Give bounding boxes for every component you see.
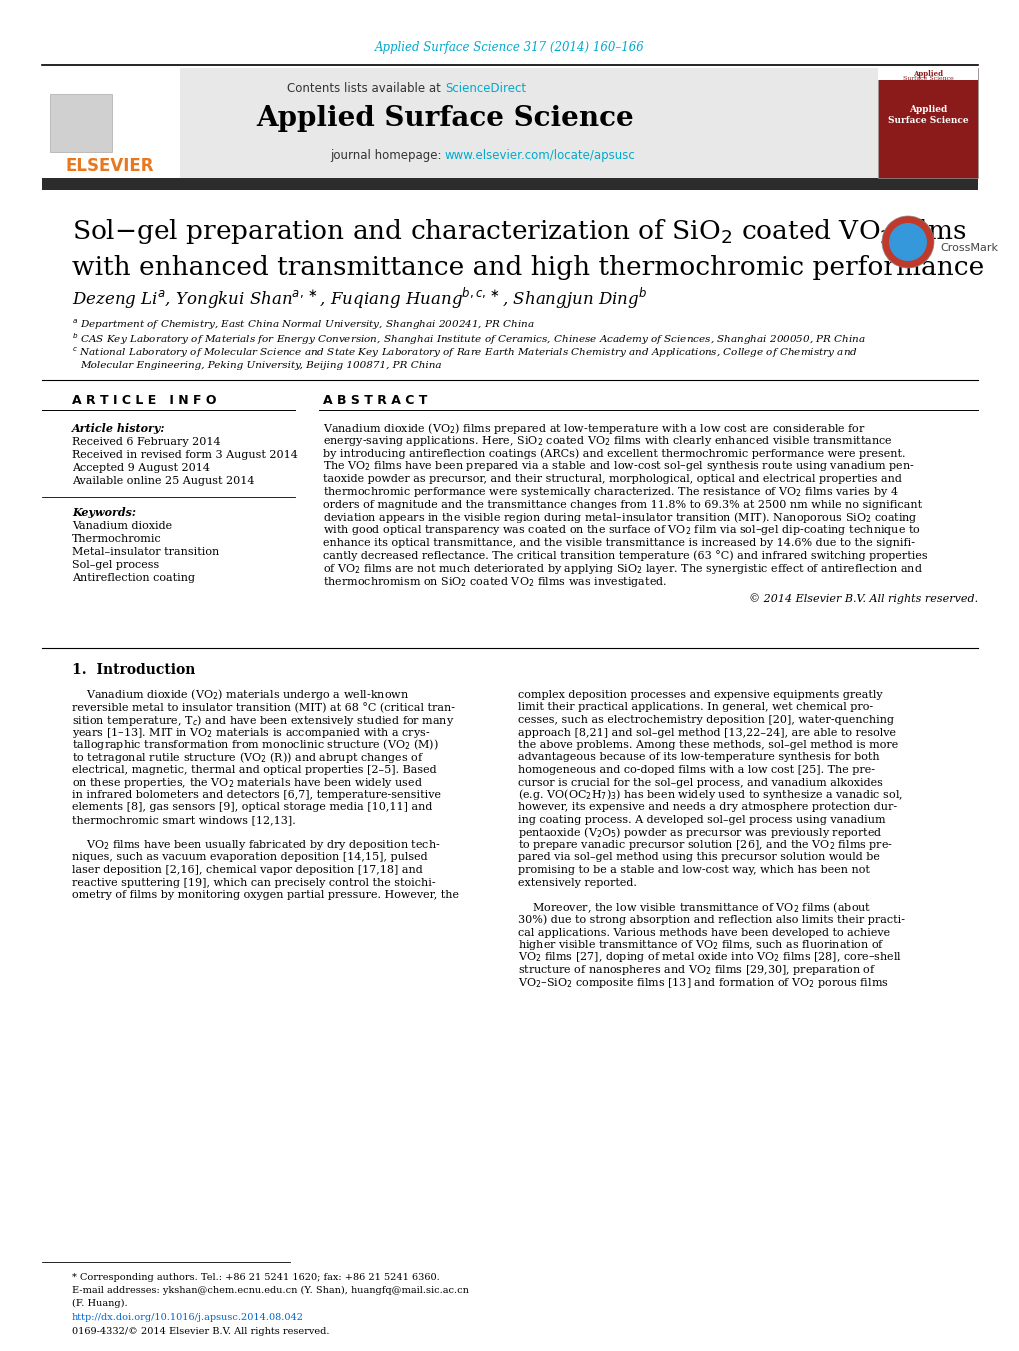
Text: Applied Surface Science 317 (2014) 160–166: Applied Surface Science 317 (2014) 160–1… bbox=[375, 42, 644, 54]
Text: the above problems. Among these methods, sol–gel method is more: the above problems. Among these methods,… bbox=[518, 740, 898, 750]
Text: VO$_2$ films [27], doping of metal oxide into VO$_2$ films [28], core–shell: VO$_2$ films [27], doping of metal oxide… bbox=[518, 951, 901, 965]
Text: structure of nanospheres and VO$_2$ films [29,30], preparation of: structure of nanospheres and VO$_2$ film… bbox=[518, 963, 875, 977]
Text: advantageous because of its low-temperature synthesis for both: advantageous because of its low-temperat… bbox=[518, 753, 878, 762]
Text: pared via sol–gel method using this precursor solution would be: pared via sol–gel method using this prec… bbox=[518, 852, 879, 862]
Text: 0169-4332/© 2014 Elsevier B.V. All rights reserved.: 0169-4332/© 2014 Elsevier B.V. All right… bbox=[72, 1327, 329, 1336]
Text: Dezeng Li$^a$, Yongkui Shan$^{a,\ast}$, Fuqiang Huang$^{b,c,\ast}$, Shangjun Din: Dezeng Li$^a$, Yongkui Shan$^{a,\ast}$, … bbox=[72, 285, 646, 311]
Text: niques, such as vacuum evaporation deposition [14,15], pulsed: niques, such as vacuum evaporation depos… bbox=[72, 852, 427, 862]
Text: energy-saving applications. Here, SiO$_2$ coated VO$_2$ films with clearly enhan: energy-saving applications. Here, SiO$_2… bbox=[323, 434, 892, 447]
Text: A B S T R A C T: A B S T R A C T bbox=[323, 393, 427, 407]
Text: on these properties, the VO$_2$ materials have been widely used: on these properties, the VO$_2$ material… bbox=[72, 775, 423, 789]
Text: of VO$_2$ films are not much deteriorated by applying SiO$_2$ layer. The synergi: of VO$_2$ films are not much deteriorate… bbox=[323, 562, 922, 576]
Text: cal applications. Various methods have been developed to achieve: cal applications. Various methods have b… bbox=[518, 928, 890, 938]
Text: cesses, such as electrochemistry deposition [20], water-quenching: cesses, such as electrochemistry deposit… bbox=[518, 715, 893, 725]
Text: $^c$ National Laboratory of Molecular Science and State Key Laboratory of Rare E: $^c$ National Laboratory of Molecular Sc… bbox=[72, 346, 857, 361]
Text: approach [8,21] and sol–gel method [13,22–24], are able to resolve: approach [8,21] and sol–gel method [13,2… bbox=[518, 727, 895, 738]
Text: cursor is crucial for the sol–gel process, and vanadium alkoxides: cursor is crucial for the sol–gel proces… bbox=[518, 777, 882, 788]
Text: orders of magnitude and the transmittance changes from 11.8% to 69.3% at 2500 nm: orders of magnitude and the transmittanc… bbox=[323, 500, 921, 509]
Text: 1.  Introduction: 1. Introduction bbox=[72, 663, 196, 677]
Text: www.elsevier.com/locate/apsusc: www.elsevier.com/locate/apsusc bbox=[444, 149, 635, 162]
Text: taoxide powder as precursor, and their structural, morphological, optical and el: taoxide powder as precursor, and their s… bbox=[323, 474, 901, 484]
Text: ELSEVIER: ELSEVIER bbox=[65, 157, 154, 176]
Text: Accepted 9 August 2014: Accepted 9 August 2014 bbox=[72, 463, 210, 473]
Text: by introducing antireflection coatings (ARCs) and excellent thermochromic perfor: by introducing antireflection coatings (… bbox=[323, 449, 905, 459]
Text: thermochromic performance were systemically characterized. The resistance of VO$: thermochromic performance were systemica… bbox=[323, 485, 898, 499]
Text: * Corresponding authors. Tel.: +86 21 5241 1620; fax: +86 21 5241 6360.: * Corresponding authors. Tel.: +86 21 52… bbox=[72, 1273, 439, 1282]
Text: Vanadium dioxide: Vanadium dioxide bbox=[72, 521, 172, 531]
Text: Vanadium dioxide (VO$_2$) films prepared at low-temperature with a low cost are : Vanadium dioxide (VO$_2$) films prepared… bbox=[323, 420, 865, 435]
Text: Applied
Surface Science: Applied Surface Science bbox=[887, 104, 967, 126]
Text: Vanadium dioxide (VO$_2$) materials undergo a well-known: Vanadium dioxide (VO$_2$) materials unde… bbox=[72, 688, 409, 703]
Text: sition temperature, T$_c$) and have been extensively studied for many: sition temperature, T$_c$) and have been… bbox=[72, 712, 453, 727]
Bar bbox=[42, 68, 179, 178]
Text: homogeneous and co-doped films with a low cost [25]. The pre-: homogeneous and co-doped films with a lo… bbox=[518, 765, 874, 775]
Text: Article history:: Article history: bbox=[72, 423, 165, 434]
Text: Surface Science: Surface Science bbox=[902, 77, 953, 81]
Text: electrical, magnetic, thermal and optical properties [2–5]. Based: electrical, magnetic, thermal and optica… bbox=[72, 765, 436, 775]
Text: ometry of films by monitoring oxygen partial pressure. However, the: ometry of films by monitoring oxygen par… bbox=[72, 890, 459, 900]
Text: journal homepage:: journal homepage: bbox=[329, 149, 444, 162]
Text: higher visible transmittance of VO$_2$ films, such as fluorination of: higher visible transmittance of VO$_2$ f… bbox=[518, 938, 883, 952]
Text: Available online 25 August 2014: Available online 25 August 2014 bbox=[72, 476, 255, 486]
Text: enhance its optical transmittance, and the visible transmittance is increased by: enhance its optical transmittance, and t… bbox=[323, 538, 914, 549]
Text: 30%) due to strong absorption and reflection also limits their practi-: 30%) due to strong absorption and reflec… bbox=[518, 915, 904, 925]
Text: in infrared bolometers and detectors [6,7], temperature-sensitive: in infrared bolometers and detectors [6,… bbox=[72, 790, 440, 800]
Text: extensively reported.: extensively reported. bbox=[518, 878, 636, 888]
Text: Thermochromic: Thermochromic bbox=[72, 534, 162, 544]
Text: thermochromism on SiO$_2$ coated VO$_2$ films was investigated.: thermochromism on SiO$_2$ coated VO$_2$ … bbox=[323, 574, 666, 589]
Text: $^b$ CAS Key Laboratory of Materials for Energy Conversion, Shanghai Institute o: $^b$ CAS Key Laboratory of Materials for… bbox=[72, 331, 865, 347]
Text: Antireflection coating: Antireflection coating bbox=[72, 573, 195, 584]
Text: promising to be a stable and low-cost way, which has been not: promising to be a stable and low-cost wa… bbox=[518, 865, 869, 875]
Text: ScienceDirect: ScienceDirect bbox=[444, 81, 526, 95]
Text: Metal–insulator transition: Metal–insulator transition bbox=[72, 547, 219, 557]
Text: Sol–gel process: Sol–gel process bbox=[72, 561, 159, 570]
Text: with good optical transparency was coated on the surface of VO$_2$ film via sol–: with good optical transparency was coate… bbox=[323, 523, 920, 538]
Text: thermochromic smart windows [12,13].: thermochromic smart windows [12,13]. bbox=[72, 815, 296, 825]
Text: VO$_2$–SiO$_2$ composite films [13] and formation of VO$_2$ porous films: VO$_2$–SiO$_2$ composite films [13] and … bbox=[518, 975, 888, 989]
Text: A R T I C L E   I N F O: A R T I C L E I N F O bbox=[72, 393, 216, 407]
Text: CrossMark: CrossMark bbox=[940, 243, 997, 253]
Text: elements [8], gas sensors [9], optical storage media [10,11] and: elements [8], gas sensors [9], optical s… bbox=[72, 802, 432, 812]
Text: tallographic transformation from monoclinic structure (VO$_2$ (M)): tallographic transformation from monocli… bbox=[72, 738, 438, 753]
Text: reactive sputtering [19], which can precisely control the stoichi-: reactive sputtering [19], which can prec… bbox=[72, 878, 435, 888]
Text: VO$_2$ films have been usually fabricated by dry deposition tech-: VO$_2$ films have been usually fabricate… bbox=[72, 838, 440, 852]
Bar bbox=[42, 68, 877, 178]
Bar bbox=[877, 68, 977, 178]
Text: Received 6 February 2014: Received 6 February 2014 bbox=[72, 436, 220, 447]
Text: years [1–13]. MIT in VO$_2$ materials is accompanied with a crys-: years [1–13]. MIT in VO$_2$ materials is… bbox=[72, 725, 430, 739]
Text: Applied Surface Science: Applied Surface Science bbox=[256, 104, 633, 131]
Bar bbox=[877, 68, 977, 80]
Text: deviation appears in the visible region during metal–insulator transition (MIT).: deviation appears in the visible region … bbox=[323, 511, 917, 526]
Text: http://dx.doi.org/10.1016/j.apsusc.2014.08.042: http://dx.doi.org/10.1016/j.apsusc.2014.… bbox=[72, 1313, 304, 1323]
Text: laser deposition [2,16], chemical vapor deposition [17,18] and: laser deposition [2,16], chemical vapor … bbox=[72, 865, 422, 875]
Text: to prepare vanadic precursor solution [26], and the VO$_2$ films pre-: to prepare vanadic precursor solution [2… bbox=[518, 838, 893, 852]
Text: pentaoxide (V$_2$O$_5$) powder as precursor was previously reported: pentaoxide (V$_2$O$_5$) powder as precur… bbox=[518, 825, 881, 840]
Text: Contents lists available at: Contents lists available at bbox=[287, 81, 444, 95]
Text: complex deposition processes and expensive equipments greatly: complex deposition processes and expensi… bbox=[518, 690, 881, 700]
Text: reversible metal to insulator transition (MIT) at 68 °C (critical tran-: reversible metal to insulator transition… bbox=[72, 703, 454, 713]
Bar bbox=[42, 178, 977, 190]
Text: E-mail addresses: ykshan@chem.ecnu.edu.cn (Y. Shan), huangfq@mail.sic.ac.cn: E-mail addresses: ykshan@chem.ecnu.edu.c… bbox=[72, 1285, 469, 1294]
Text: with enhanced transmittance and high thermochromic performance: with enhanced transmittance and high the… bbox=[72, 255, 983, 281]
Text: ing coating process. A developed sol–gel process using vanadium: ing coating process. A developed sol–gel… bbox=[518, 815, 884, 825]
Text: Sol$-$gel preparation and characterization of SiO$_2$ coated VO$_2$ films: Sol$-$gel preparation and characterizati… bbox=[72, 218, 966, 246]
Text: limit their practical applications. In general, wet chemical pro-: limit their practical applications. In g… bbox=[518, 703, 872, 712]
Text: The VO$_2$ films have been prepared via a stable and low-cost sol–gel synthesis : The VO$_2$ films have been prepared via … bbox=[323, 459, 914, 473]
Text: Received in revised form 3 August 2014: Received in revised form 3 August 2014 bbox=[72, 450, 298, 459]
Text: Keywords:: Keywords: bbox=[72, 507, 136, 517]
Text: (F. Huang).: (F. Huang). bbox=[72, 1298, 127, 1308]
Text: however, its expensive and needs a dry atmosphere protection dur-: however, its expensive and needs a dry a… bbox=[518, 802, 897, 812]
Text: $^a$ Department of Chemistry, East China Normal University, Shanghai 200241, PR : $^a$ Department of Chemistry, East China… bbox=[72, 317, 534, 332]
Text: © 2014 Elsevier B.V. All rights reserved.: © 2014 Elsevier B.V. All rights reserved… bbox=[748, 593, 977, 604]
Text: Molecular Engineering, Peking University, Beijing 100871, PR China: Molecular Engineering, Peking University… bbox=[79, 362, 441, 370]
Text: to tetragonal rutile structure (VO$_2$ (R)) and abrupt changes of: to tetragonal rutile structure (VO$_2$ (… bbox=[72, 750, 424, 765]
Circle shape bbox=[881, 216, 933, 267]
Text: Moreover, the low visible transmittance of VO$_2$ films (about: Moreover, the low visible transmittance … bbox=[518, 900, 870, 915]
Text: (e.g. VO(OC$_2$H$_7$)$_3$) has been widely used to synthesize a vanadic sol,: (e.g. VO(OC$_2$H$_7$)$_3$) has been wide… bbox=[518, 788, 902, 802]
Bar bbox=[50, 95, 112, 153]
Text: cantly decreased reflectance. The critical transition temperature (63 °C) and in: cantly decreased reflectance. The critic… bbox=[323, 551, 926, 562]
Text: Applied: Applied bbox=[912, 70, 943, 78]
Circle shape bbox=[889, 223, 926, 261]
